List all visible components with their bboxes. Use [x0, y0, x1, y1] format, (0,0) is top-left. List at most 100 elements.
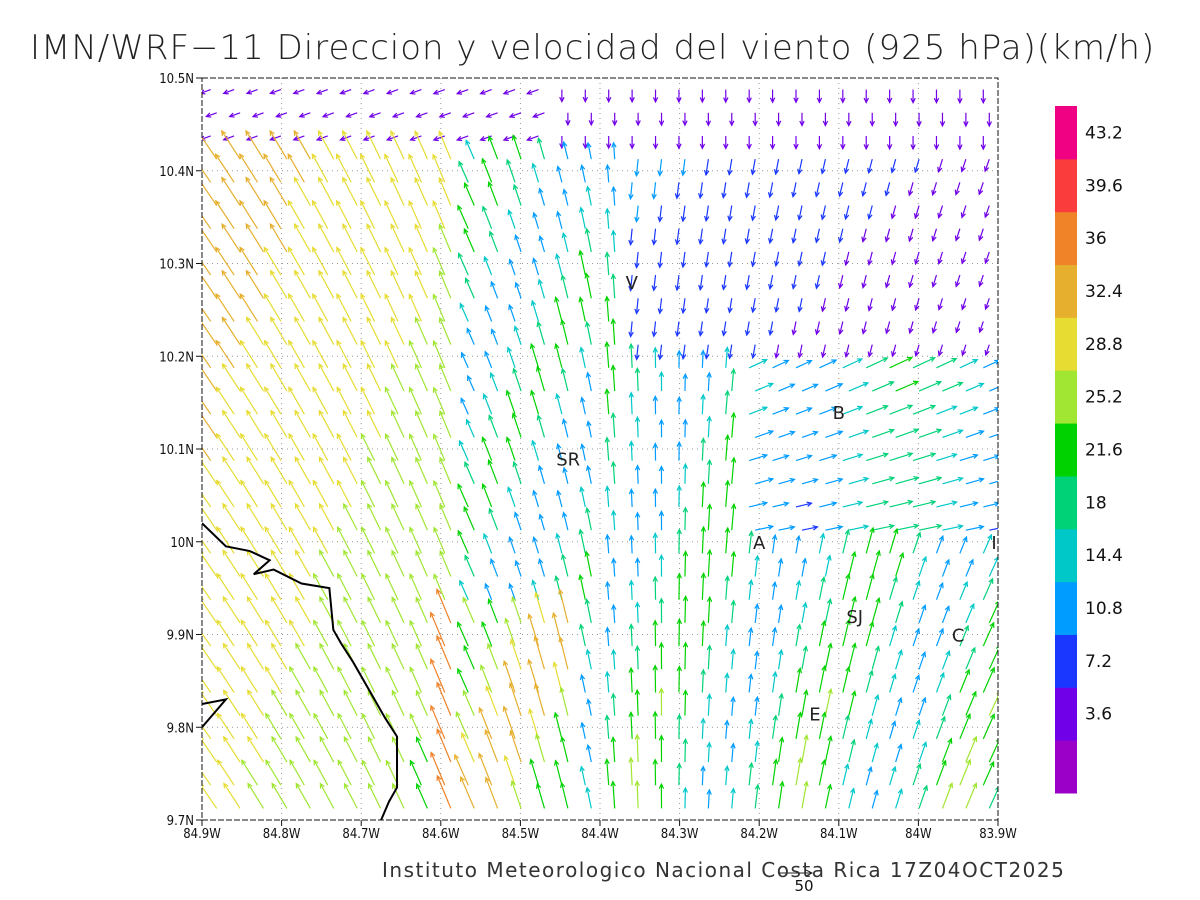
wind-vector: [706, 788, 712, 809]
wind-vector: [553, 711, 563, 739]
wind-vector: [674, 228, 681, 246]
wind-vector: [336, 339, 352, 369]
wind-vector: [795, 711, 803, 739]
wind-vector: [750, 298, 757, 314]
wind-vector: [216, 619, 235, 647]
wind-vector: [241, 759, 259, 786]
wind-vector: [843, 205, 850, 221]
wind-vector: [848, 738, 856, 763]
wind-vector: [610, 460, 617, 484]
wind-vector: [202, 632, 212, 647]
wind-vector: [819, 453, 838, 462]
wind-vector: [727, 251, 733, 268]
wind-vector: [652, 710, 658, 739]
wind-vector: [415, 409, 428, 438]
wind-vector: [931, 274, 938, 289]
wind-vector: [484, 582, 493, 600]
wind-vector: [293, 176, 311, 206]
wind-vector: [289, 665, 305, 693]
wind-vector: [460, 351, 469, 369]
wind-vector: [578, 249, 586, 276]
wind-vector: [264, 572, 282, 601]
wind-vector: [454, 753, 469, 786]
coastline-nicoya: [202, 697, 229, 728]
wind-vector: [438, 130, 452, 160]
colorbar-label: 28.8: [1085, 335, 1123, 355]
wind-vector: [611, 112, 618, 127]
wind-vector: [754, 602, 760, 623]
wind-vector: [721, 182, 727, 199]
wind-vector: [844, 251, 850, 267]
wind-vector: [825, 383, 844, 392]
wind-vector: [918, 651, 927, 670]
wind-vector: [982, 533, 993, 554]
wind-vector: [391, 409, 405, 438]
colorbar-swatch: [1055, 740, 1077, 794]
place-label: I: [991, 533, 996, 554]
wind-vector: [610, 509, 617, 531]
wind-vector: [367, 782, 382, 809]
wind-vector: [487, 458, 499, 484]
wind-vector: [408, 339, 422, 369]
wind-vector: [586, 743, 592, 763]
wind-vector: [462, 689, 475, 716]
wind-vector: [628, 623, 635, 647]
wind-vector: [895, 523, 920, 531]
wind-vector: [240, 665, 259, 693]
wind-vector: [317, 176, 335, 206]
place-label: B: [833, 403, 845, 424]
x-tick-label: 84.8W: [263, 827, 301, 842]
wind-vector: [579, 164, 586, 183]
wind-vector: [247, 735, 265, 763]
wind-vector: [390, 129, 405, 160]
wind-vector: [778, 430, 796, 438]
wind-vector: [455, 89, 469, 95]
wind-vector: [848, 689, 857, 716]
wind-vector: [866, 500, 890, 508]
wind-vector: [408, 433, 422, 461]
wind-vector: [795, 623, 802, 647]
wind-vector: [408, 153, 422, 183]
wind-vector: [824, 554, 832, 577]
wind-vector: [579, 485, 586, 508]
wind-vector: [384, 432, 399, 461]
wind-vector: [287, 153, 305, 183]
wind-vector: [538, 187, 546, 206]
wind-vector: [895, 788, 903, 809]
wind-vector: [913, 205, 920, 220]
wind-vector: [580, 721, 586, 739]
wind-vector: [866, 452, 890, 462]
wind-vector: [676, 440, 682, 461]
wind-vector: [871, 693, 880, 716]
wind-vector: [700, 572, 707, 600]
wind-vector: [511, 134, 522, 160]
wind-vector: [295, 642, 311, 670]
wind-vector: [634, 205, 640, 224]
wind-vector: [319, 689, 335, 716]
wind-vector: [989, 386, 998, 392]
wind-vector: [682, 786, 689, 809]
wind-vector: [724, 526, 731, 554]
colorbar-swatch: [1055, 528, 1077, 583]
wind-vector: [415, 736, 428, 763]
wind-vector: [585, 185, 592, 206]
wind-vector: [918, 696, 927, 716]
wind-vector: [652, 346, 659, 368]
colorbar-swatch: [1055, 211, 1077, 266]
wind-vector: [585, 648, 592, 670]
wind-vector: [908, 321, 914, 335]
wind-vector: [555, 532, 563, 554]
wind-vector: [578, 623, 586, 647]
wind-vector: [294, 269, 311, 299]
wind-vector: [818, 619, 827, 647]
wind-vector: [628, 579, 635, 600]
wind-vector: [634, 298, 640, 315]
wind-vector: [721, 321, 727, 337]
wind-vector: [245, 135, 258, 141]
wind-vector: [889, 765, 897, 786]
wind-vector: [634, 779, 640, 809]
wind-vector: [318, 269, 335, 299]
wind-vector: [754, 650, 760, 670]
wind-vector: [848, 429, 870, 438]
wind-vector: [433, 479, 446, 508]
